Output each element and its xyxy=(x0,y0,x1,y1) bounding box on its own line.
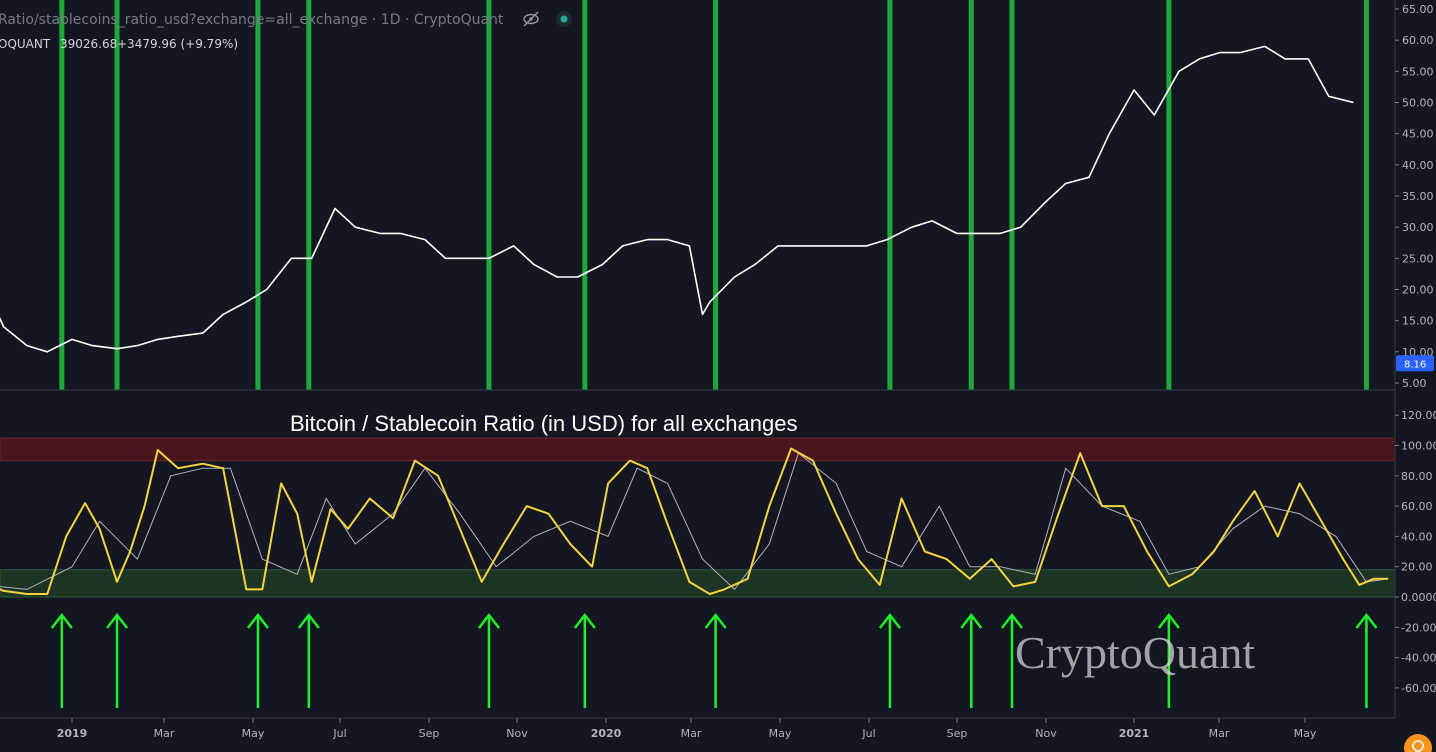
y-tick-label: 35.00 xyxy=(1402,190,1434,203)
x-tick-label: Mar xyxy=(1209,727,1230,740)
last-value-tag-text: 8.16 xyxy=(1404,359,1426,370)
price-ratio-line[interactable] xyxy=(0,45,1354,353)
up-arrow-icon xyxy=(960,612,983,708)
y-tick-label: 60.00 xyxy=(1401,500,1433,513)
y-tick-label: -40.00 xyxy=(1401,652,1436,665)
up-arrow-icon xyxy=(1355,612,1378,708)
source-label: OQUANT xyxy=(0,37,51,51)
last-value: 39026.68 xyxy=(60,37,117,51)
y-tick-label: 20.00 xyxy=(1401,561,1433,574)
signal-bar xyxy=(59,0,65,390)
x-tick-label: Jul xyxy=(861,727,875,740)
x-tick-label: Sep xyxy=(419,727,440,740)
high-zone-band xyxy=(0,437,1396,462)
arrow-head xyxy=(878,612,901,629)
signal-line[interactable] xyxy=(0,452,1389,591)
arrow-head xyxy=(246,612,269,629)
support-chat-icon[interactable] xyxy=(1404,734,1432,752)
up-arrow-icon xyxy=(246,612,269,708)
last-value-tag: 8.16 xyxy=(1396,355,1434,372)
up-arrow-icon xyxy=(1000,612,1023,708)
eye-slash-icon[interactable] xyxy=(523,11,539,27)
signal-bar xyxy=(582,0,588,390)
up-arrow-icon xyxy=(704,612,727,708)
up-arrow-icon xyxy=(1157,612,1180,708)
signal-bar xyxy=(713,0,719,390)
y-tick-label: -20.00 xyxy=(1401,621,1436,634)
y-tick-label: 60.00 xyxy=(1402,34,1434,47)
x-tick-label: May xyxy=(769,727,792,740)
x-tick-label: Sep xyxy=(947,727,968,740)
up-arrow-icon xyxy=(573,612,596,708)
x-tick-label: May xyxy=(242,727,265,740)
up-arrow-icon xyxy=(297,612,320,708)
y-tick-label: 65.00 xyxy=(1402,3,1434,16)
signal-bar xyxy=(1166,0,1172,390)
ratio-line[interactable] xyxy=(0,447,1389,595)
signal-bar xyxy=(1009,0,1015,390)
x-tick-label: 2019 xyxy=(57,727,88,740)
up-arrow-icon xyxy=(106,612,129,708)
arrow-head xyxy=(50,612,73,629)
last-value-tag-bg xyxy=(1396,355,1434,372)
x-tick-label: 2020 xyxy=(591,727,622,740)
y-tick-label: 5.00 xyxy=(1402,377,1427,390)
arrow-head xyxy=(704,612,727,629)
status-dot-icon[interactable] xyxy=(556,11,572,27)
up-arrow-icon xyxy=(878,612,901,708)
arrow-head xyxy=(1000,612,1023,629)
arrow-head xyxy=(573,612,596,629)
x-tick-label: Nov xyxy=(506,727,528,740)
y-tick-label: 45.00 xyxy=(1402,128,1434,141)
signal-bar xyxy=(486,0,492,390)
arrow-head xyxy=(960,612,983,629)
y-tick-label: 40.00 xyxy=(1401,530,1433,543)
x-tick-label: Jul xyxy=(332,727,346,740)
signal-bar xyxy=(968,0,974,390)
y-tick-label: 120.00 xyxy=(1401,409,1436,422)
panel-title: Bitcoin / Stablecoin Ratio (in USD) for … xyxy=(290,411,797,436)
arrow-head xyxy=(1157,612,1180,629)
x-tick-label: May xyxy=(1294,727,1317,740)
signal-bar xyxy=(1363,0,1369,390)
arrow-head xyxy=(477,612,500,629)
y-tick-label: 50.00 xyxy=(1402,97,1434,110)
y-tick-label: 30.00 xyxy=(1402,221,1434,234)
signal-bar xyxy=(306,0,312,390)
signal-bar xyxy=(255,0,261,390)
up-arrow-icon xyxy=(477,612,500,708)
y-tick-label: 15.00 xyxy=(1402,315,1434,328)
y-tick-label: 25.00 xyxy=(1402,252,1434,265)
change-value: +3479.96 (+9.79%) xyxy=(117,37,238,51)
arrow-head xyxy=(1355,612,1378,629)
arrow-head xyxy=(297,612,320,629)
y-tick-label: 40.00 xyxy=(1402,159,1434,172)
y-tick-label: 55.00 xyxy=(1402,65,1434,78)
signal-bar xyxy=(887,0,893,390)
up-arrow-icon xyxy=(50,612,73,708)
y-tick-label: 80.00 xyxy=(1401,470,1433,483)
chart-title: Ratio/stablecoins_ratio_usd?exchange=all… xyxy=(0,12,504,28)
signal-bar xyxy=(114,0,120,390)
y-tick-label: 20.00 xyxy=(1402,284,1434,297)
arrow-head xyxy=(106,612,129,629)
y-tick-label: 0.0000 xyxy=(1401,591,1436,604)
x-tick-label: Mar xyxy=(681,727,702,740)
x-tick-label: Nov xyxy=(1035,727,1057,740)
y-tick-label: 100.00 xyxy=(1401,440,1436,453)
low-zone-band xyxy=(0,569,1396,598)
x-tick-label: 2021 xyxy=(1119,727,1150,740)
watermark: CryptoQuant xyxy=(1015,627,1255,678)
x-tick-label: Mar xyxy=(154,727,175,740)
y-tick-label: -60.00 xyxy=(1401,682,1436,695)
